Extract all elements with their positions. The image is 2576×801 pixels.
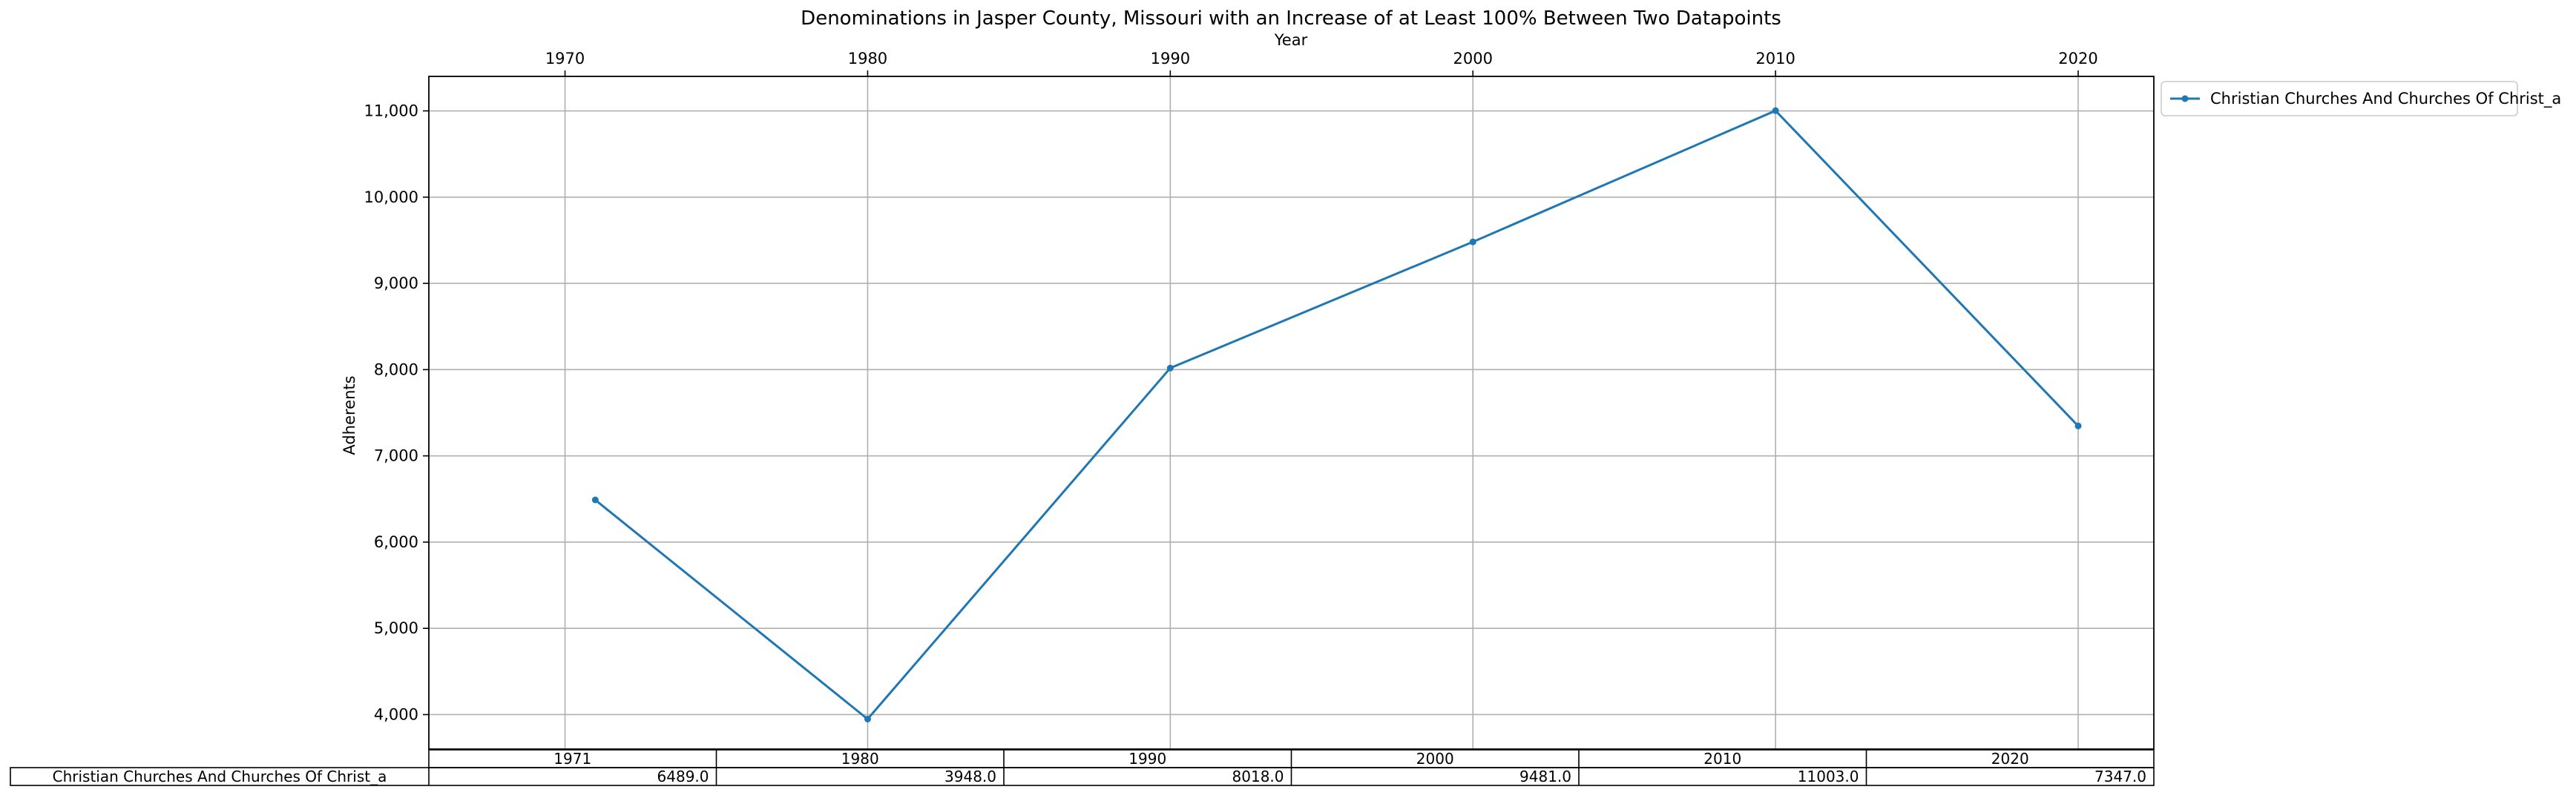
- x-tick-label: 1970: [545, 50, 585, 67]
- y-tick-label: 8,000: [374, 360, 418, 378]
- x-tick-label: 2020: [2058, 50, 2097, 67]
- table-column-header: 1971: [553, 750, 591, 768]
- table-column-header: 1980: [841, 750, 879, 768]
- x-tick-label: 2010: [1755, 50, 1795, 67]
- y-tick-label: 6,000: [374, 533, 418, 551]
- table-cell: 7347.0: [2094, 768, 2146, 785]
- y-tick-label: 10,000: [364, 188, 418, 206]
- y-tick-label: 9,000: [374, 274, 418, 292]
- table-column-header: 2010: [1703, 750, 1741, 768]
- y-axis-label: Adherents: [341, 375, 358, 455]
- x-axis-label: Year: [1274, 31, 1308, 49]
- data-point: [591, 496, 599, 504]
- table-cell: 3948.0: [944, 768, 996, 785]
- x-tick-label: 1980: [848, 50, 887, 67]
- data-point: [1772, 107, 1779, 114]
- table-cell: 11003.0: [1798, 768, 1859, 785]
- table-column-header: 1990: [1128, 750, 1166, 768]
- data-point: [1469, 238, 1476, 245]
- table-column-header: 2000: [1416, 750, 1454, 768]
- y-tick-label: 7,000: [374, 447, 418, 465]
- legend-swatch-marker: [2181, 95, 2189, 102]
- data-point: [864, 716, 871, 723]
- legend-label: Christian Churches And Churches Of Chris…: [2210, 90, 2561, 108]
- chart-title: Denominations in Jasper County, Missouri…: [801, 7, 1781, 30]
- y-tick-label: 5,000: [374, 619, 418, 637]
- table-column-header: 2020: [1991, 750, 2029, 768]
- legend-box: [2161, 81, 2518, 116]
- y-tick-label: 11,000: [364, 102, 418, 120]
- table-cell: 8018.0: [1232, 768, 1284, 785]
- x-tick-label: 1990: [1151, 50, 1190, 67]
- plot-frame: [428, 76, 2155, 750]
- data-point: [1166, 364, 1174, 372]
- x-tick-label: 2000: [1453, 50, 1493, 67]
- table-cell: 6489.0: [657, 768, 709, 785]
- table-cell: 9481.0: [1519, 768, 1571, 785]
- data-point: [2074, 422, 2082, 429]
- table-row-label: Christian Churches And Churches Of Chris…: [53, 768, 387, 785]
- y-tick-label: 4,000: [374, 705, 418, 723]
- table-data-row: [10, 767, 2155, 786]
- series-line: [594, 109, 2080, 721]
